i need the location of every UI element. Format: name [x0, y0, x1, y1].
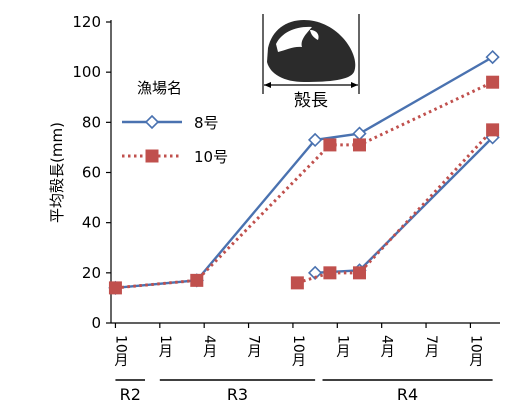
x-tick-label: 10月: [112, 335, 128, 368]
data-point-diamond: [485, 49, 500, 65]
x-tick-label: 4月: [379, 335, 395, 359]
shell-highlight-small: [310, 30, 319, 40]
y-tick-label: 120: [72, 13, 101, 31]
y-tick-label: 20: [82, 264, 101, 282]
legend: 漁場名 8号 10号: [122, 79, 228, 166]
y-tick-label: 80: [82, 113, 101, 131]
era-label: R4: [397, 385, 418, 404]
data-point-square: [323, 266, 337, 280]
x-tick-label: 7月: [423, 335, 439, 359]
data-point-square: [145, 149, 159, 163]
era-label: R2: [120, 385, 141, 404]
x-tick-label: 1月: [334, 335, 350, 359]
series-line: [115, 80, 494, 290]
series-1: [108, 75, 500, 295]
data-point-diamond: [352, 126, 367, 141]
series-line: [296, 128, 494, 285]
series-layer: [108, 49, 500, 296]
data-point-square: [290, 276, 304, 290]
y-tick-label: 40: [82, 214, 101, 232]
x-tick-label: 10月: [467, 335, 483, 368]
data-point-diamond: [307, 132, 323, 148]
series-line: [315, 136, 494, 275]
data-point-diamond: [144, 114, 160, 130]
era-label: R3: [227, 385, 248, 404]
data-point-square: [323, 138, 337, 152]
x-tick-label: 10月: [290, 335, 306, 368]
axes: 0 20 40 60 80 100 120 平均殻長(mm) 10月 1月 4月 7月 10月 1月 4月 7…: [48, 13, 500, 404]
x-tick-label: 7月: [246, 335, 262, 359]
shell-highlight: [276, 26, 312, 52]
inset-label: 殻長: [294, 91, 328, 111]
x-tick-label: 4月: [201, 335, 217, 359]
data-point-square: [486, 75, 500, 89]
x-tick-label: 1月: [157, 335, 173, 359]
data-point-square: [486, 123, 500, 137]
arrow-head-left: [264, 82, 271, 88]
y-axis-title: 平均殻長(mm): [48, 122, 66, 223]
y-tick-label: 60: [82, 164, 101, 182]
data-point-square: [352, 138, 366, 152]
data-point-square: [190, 273, 204, 287]
legend-label: 8号: [194, 114, 219, 132]
arrow-head-right: [351, 82, 358, 88]
legend-label: 10号: [194, 148, 228, 166]
legend-title: 漁場名: [137, 79, 182, 97]
y-tick-label: 100: [72, 63, 101, 81]
y-tick-label: 0: [91, 314, 101, 332]
shell-length-inset: 殻長: [262, 14, 360, 111]
data-point-square: [108, 281, 122, 295]
data-point-square: [352, 266, 366, 280]
